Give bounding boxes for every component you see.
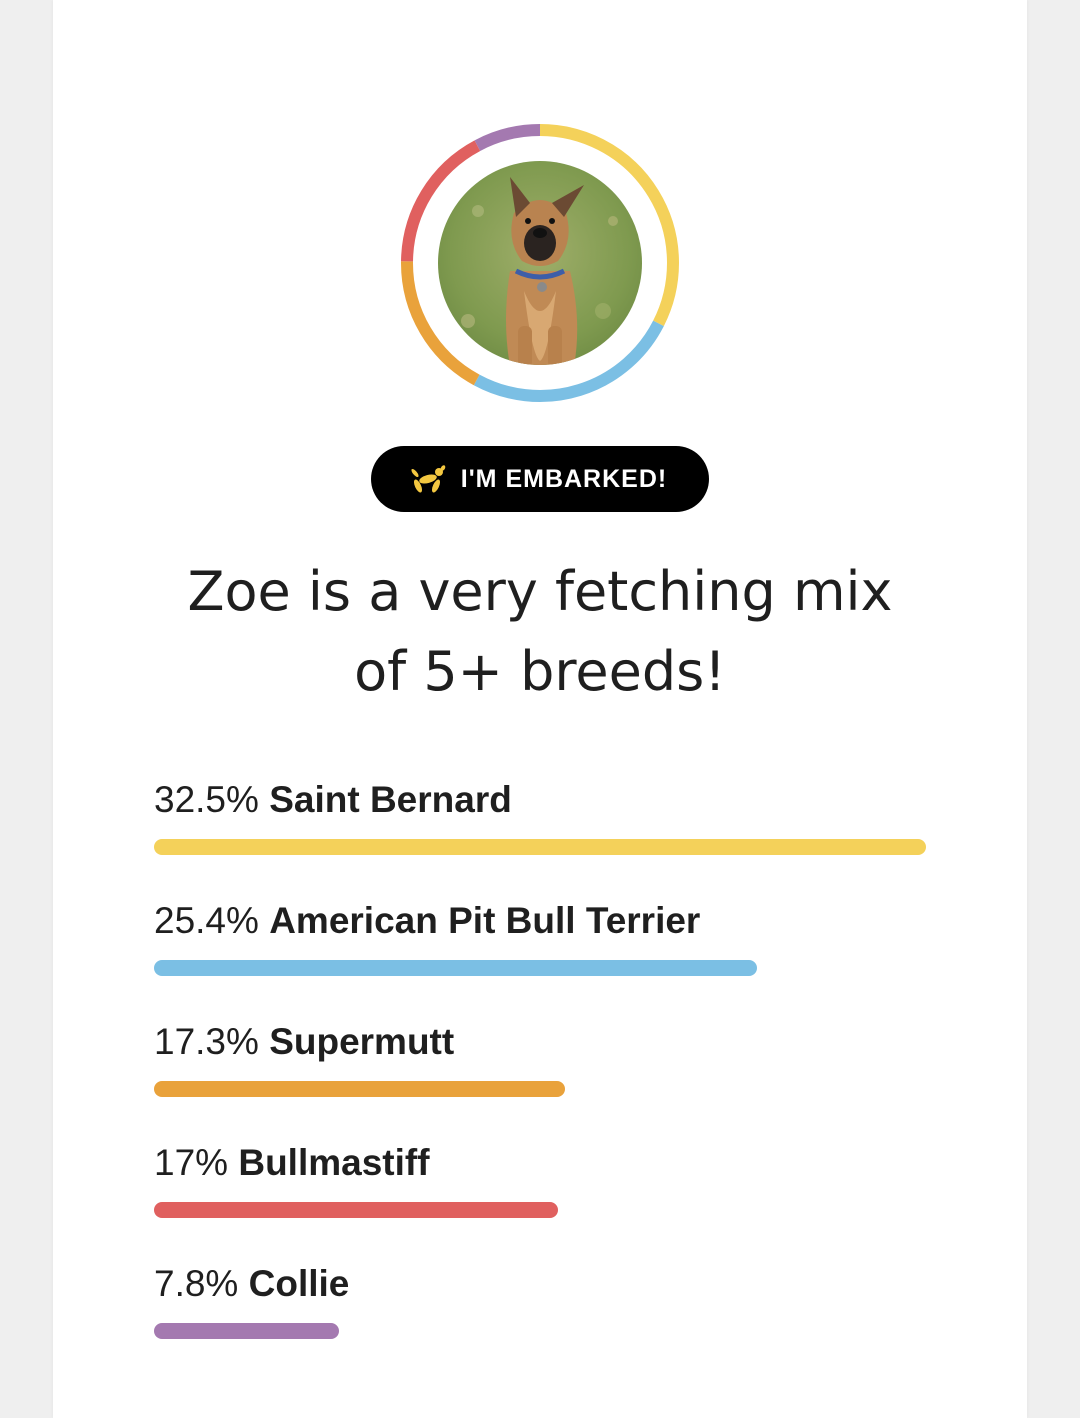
breed-percent: 32.5% [154,779,259,820]
ring-segment [401,140,481,262]
balloon-dog-icon [409,464,447,494]
ring-segment [473,320,664,402]
breed-name: American Pit Bull Terrier [269,900,701,941]
badge-label: I'M EMBARKED! [460,464,668,493]
breed-row: 7.8% Collie [154,1260,934,1381]
breed-row: 25.4% American Pit Bull Terrier [154,897,934,1018]
breed-percent: 7.8% [154,1263,239,1304]
breed-name: Bullmastiff [238,1142,430,1183]
breed-label: 17.3% Supermutt [154,1018,934,1066]
breed-ring-avatar [398,121,682,405]
breed-bar [154,839,926,855]
headline-line-1: Zoe is a very fetching mix [187,560,893,623]
breed-label: 7.8% Collie [154,1260,934,1308]
breed-row: 32.5% Saint Bernard [154,776,934,897]
breed-list: 32.5% Saint Bernard 25.4% American Pit B… [154,776,934,1381]
ring-segment [539,124,679,327]
ring-segment [474,124,541,152]
breed-bar-track [154,839,926,855]
breed-bar-track [154,1202,926,1218]
breed-name: Collie [248,1263,350,1304]
breed-bar-track [154,1081,926,1097]
ring-segments [401,124,679,402]
breed-bar [154,960,758,976]
breed-bar [154,1323,340,1339]
breed-bar-track [154,1323,926,1339]
embarked-badge[interactable]: I'M EMBARKED! [371,446,709,512]
breed-bar [154,1202,558,1218]
breed-row: 17.3% Supermutt [154,1018,934,1139]
breed-row: 17% Bullmastiff [154,1139,934,1260]
headline-line-2: of 5+ breeds! [354,640,726,703]
breed-label: 25.4% American Pit Bull Terrier [154,897,934,945]
ring-segment [401,261,480,386]
breed-bar [154,1081,565,1097]
breed-label: 17% Bullmastiff [154,1139,934,1187]
breed-bar-track [154,960,926,976]
breed-percent: 17% [154,1142,229,1183]
breed-percent: 25.4% [154,900,259,941]
breed-name: Supermutt [269,1021,455,1062]
breed-label: 32.5% Saint Bernard [154,776,934,824]
breed-name: Saint Bernard [269,779,512,820]
dog-photo [438,161,642,365]
breed-ring [401,124,679,402]
breed-percent: 17.3% [154,1021,259,1062]
headline: Zoe is a very fetching mix of 5+ breeds! [100,552,980,712]
